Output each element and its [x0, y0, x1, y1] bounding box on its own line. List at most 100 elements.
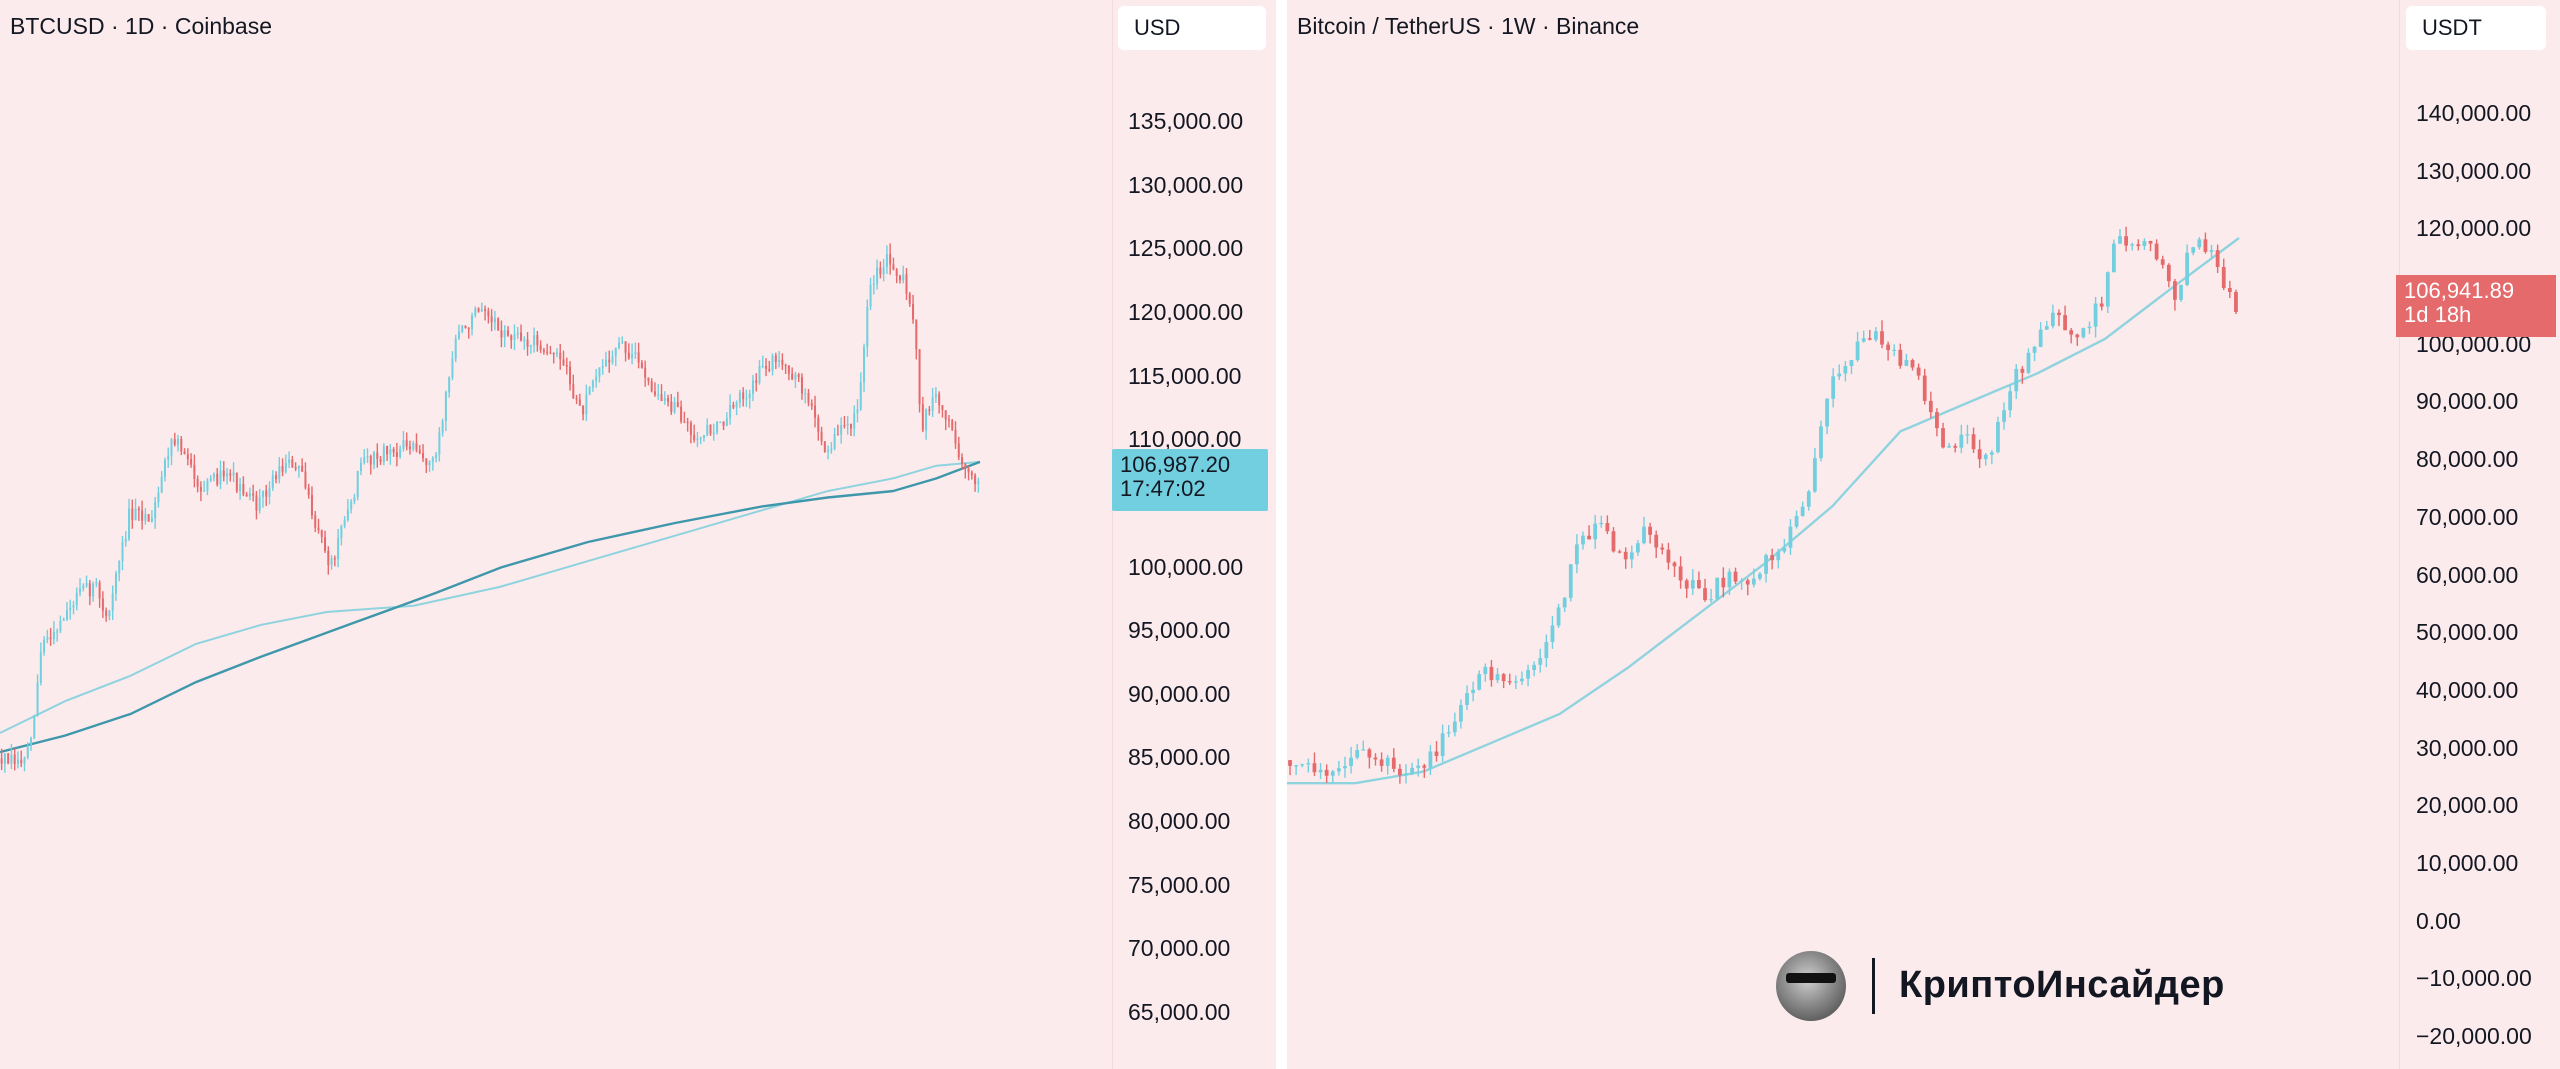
candle-body — [807, 393, 810, 404]
candle-body — [369, 456, 372, 465]
price-plot-left[interactable] — [0, 0, 1112, 1069]
currency-label-right[interactable]: USDT — [2406, 6, 2546, 50]
candle-body — [1404, 773, 1408, 776]
price-tick-label: 60,000.00 — [2416, 561, 2519, 588]
candle-body — [392, 449, 395, 453]
candle-body — [1501, 674, 1506, 682]
candle-body — [1422, 765, 1427, 768]
price-axis-right[interactable] — [2399, 0, 2560, 1069]
candle-body — [2112, 243, 2116, 273]
candle-body — [2160, 259, 2165, 265]
candle-body — [866, 306, 869, 347]
candle-body — [190, 458, 193, 465]
candle-body — [327, 550, 330, 565]
candle-body — [650, 381, 653, 392]
candle-body — [748, 393, 751, 399]
panel-divider[interactable] — [1276, 0, 1287, 1069]
candle-body — [2057, 312, 2061, 316]
candle-body — [1849, 360, 1854, 367]
candle-body — [59, 620, 62, 632]
candle-body — [222, 470, 225, 477]
candle-body — [52, 631, 55, 640]
candle-body — [954, 429, 957, 444]
candle-body — [601, 365, 604, 368]
candle-body — [1581, 535, 1585, 545]
candle-body — [1495, 674, 1500, 681]
candle-body — [947, 419, 950, 421]
candle-body — [36, 682, 39, 716]
candle-body — [683, 421, 686, 423]
candle-body — [1489, 666, 1494, 681]
candle-body — [121, 541, 124, 562]
candle-body — [843, 424, 846, 427]
candle-body — [820, 431, 823, 442]
price-tick-label: 130,000.00 — [1128, 171, 1244, 198]
candle-body — [219, 470, 222, 485]
candle-body — [653, 391, 656, 395]
candle-body — [1880, 331, 1884, 345]
candle-body — [830, 448, 833, 451]
candle-body — [778, 359, 781, 363]
candle-body — [1922, 375, 1927, 401]
candle-body — [128, 508, 131, 539]
candle-body — [565, 364, 568, 367]
candle-body — [627, 352, 630, 359]
candle-body — [670, 401, 673, 412]
price-tick-label: 80,000.00 — [2416, 446, 2519, 473]
candle-body — [908, 293, 911, 304]
candle-body — [1330, 771, 1335, 776]
candle-body — [506, 330, 509, 336]
candle-body — [2063, 315, 2067, 331]
candle-body — [1367, 749, 1372, 758]
candle-body — [1666, 549, 1671, 563]
candle-body — [203, 490, 206, 492]
candle-body — [1819, 426, 1823, 459]
candle-body — [108, 610, 111, 617]
candle-body — [141, 510, 144, 521]
candle-body — [30, 737, 33, 747]
candle-body — [2142, 241, 2147, 247]
candle-body — [719, 421, 722, 424]
candle-body — [72, 605, 75, 608]
candle-body — [892, 264, 895, 270]
watermark-text: КриптоИнсайдер — [1899, 964, 2225, 1006]
candle-body — [869, 284, 872, 307]
candle-body — [1349, 757, 1353, 767]
symbol-title-left: BTCUSD · 1D · Coinbase — [10, 13, 273, 39]
candle-body — [660, 394, 663, 401]
candle-body — [1996, 421, 2000, 453]
candle-body — [1770, 555, 1775, 561]
candle-body — [1861, 338, 1866, 342]
candle-body — [471, 315, 474, 330]
candle-body — [738, 392, 741, 403]
price-axis-left[interactable] — [1112, 0, 1276, 1069]
price-tick-label: 125,000.00 — [1128, 235, 1244, 262]
candle-body — [823, 441, 826, 453]
candle-body — [346, 509, 349, 520]
candle-body — [572, 384, 575, 398]
moving-average-line — [1287, 237, 2240, 785]
candle-body — [1587, 535, 1591, 540]
currency-label-left[interactable]: USD — [1118, 6, 1266, 50]
candle-body — [1507, 681, 1512, 683]
candle-body — [902, 274, 905, 281]
candle-body — [2130, 244, 2135, 246]
candle-body — [1398, 768, 1402, 776]
price-tick-label: 75,000.00 — [1128, 871, 1231, 898]
candle-body — [389, 449, 392, 455]
price-tick-label: 65,000.00 — [1128, 999, 1231, 1025]
candle-body — [2050, 312, 2055, 327]
candle-body — [725, 418, 728, 426]
candle-body — [578, 399, 581, 406]
candle-body — [722, 421, 725, 426]
candle-body — [853, 413, 856, 429]
price-plot-right[interactable] — [1287, 0, 2399, 1069]
candle-body — [92, 583, 95, 597]
candle-body — [1733, 571, 1738, 582]
candle-body — [1690, 580, 1695, 589]
candle-body — [885, 254, 888, 268]
candle-body — [915, 319, 918, 350]
candle-body — [154, 502, 157, 519]
candle-body — [751, 380, 754, 394]
candle-body — [693, 434, 696, 441]
